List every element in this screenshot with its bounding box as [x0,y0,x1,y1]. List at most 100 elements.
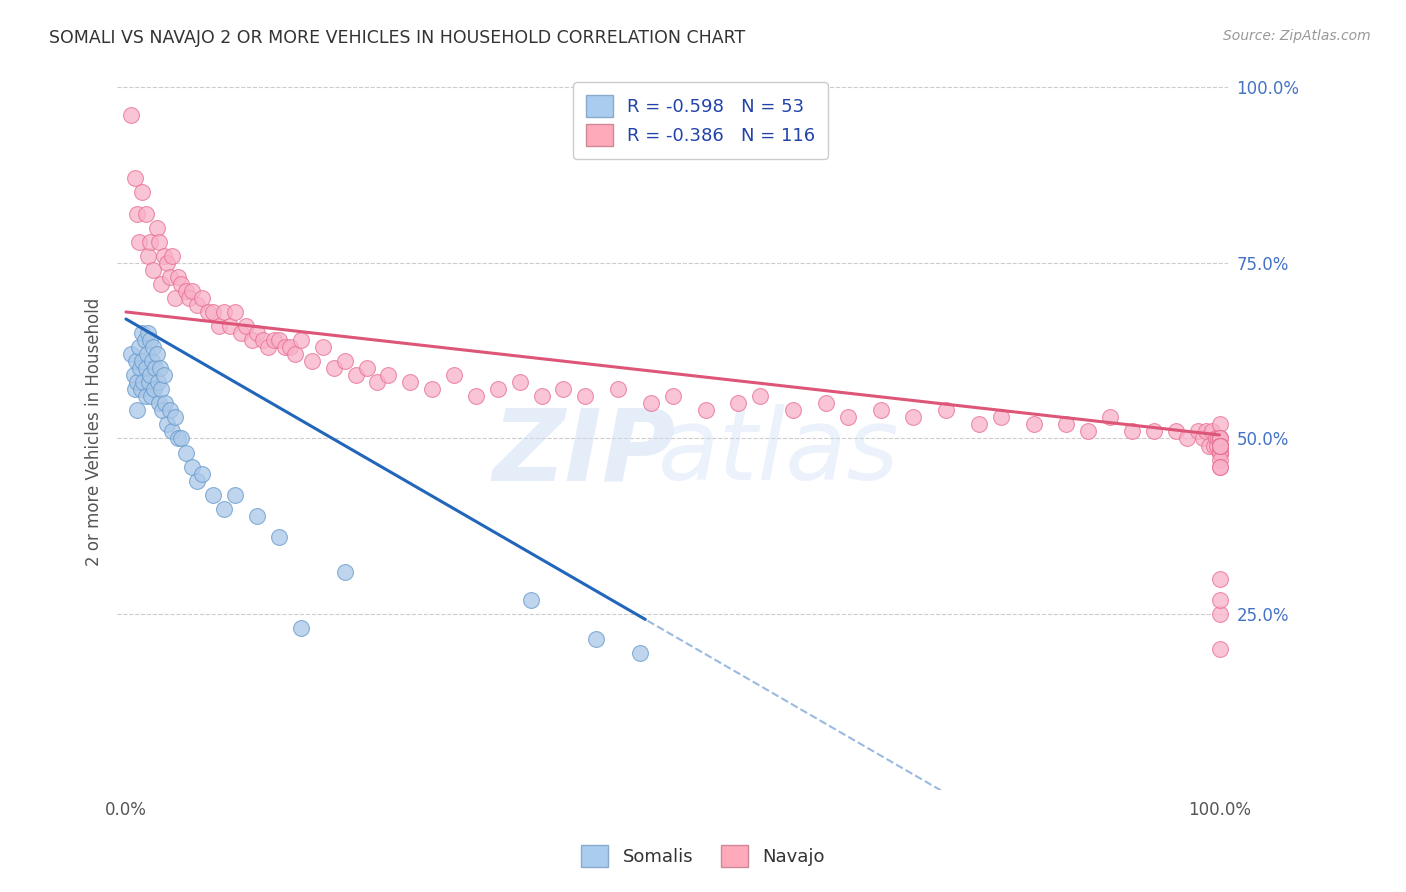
Point [240,333,263,347]
Point [148,235,170,249]
Point [159,403,181,417]
Point [273,340,295,354]
Point [141,354,163,368]
Point [134,333,156,347]
Point [1187,425,1209,439]
Point [145,361,167,376]
Point [124,382,146,396]
Point [139,368,162,383]
Point [149,277,172,291]
Point [782,403,804,417]
Point [628,646,651,660]
Point [1202,438,1225,452]
Point [146,376,169,390]
Point [235,318,257,333]
Point [142,340,165,354]
Point [1195,425,1218,439]
Point [135,206,157,220]
Point [155,396,177,410]
Point [159,269,181,284]
Point [139,333,162,347]
Point [179,291,201,305]
Point [935,403,957,417]
Point [246,326,269,340]
Point [139,235,162,249]
Text: ZIP: ZIP [492,404,675,501]
Point [574,389,596,403]
Point [1208,438,1230,452]
Point [131,186,153,200]
Point [1121,425,1143,439]
Point [202,305,225,319]
Point [135,389,157,403]
Point [191,291,214,305]
Point [224,488,246,502]
Point [128,235,150,249]
Point [661,389,683,403]
Point [129,382,152,396]
Point [1208,438,1230,452]
Point [1208,445,1230,459]
Point [214,501,236,516]
Point [695,403,717,417]
Point [967,417,990,432]
Point [218,318,240,333]
Text: atlas: atlas [658,404,898,501]
Point [131,326,153,340]
Point [174,445,197,459]
Point [1164,425,1187,439]
Point [1192,432,1215,446]
Point [333,354,356,368]
Point [138,376,160,390]
Point [263,333,285,347]
Point [869,403,891,417]
Point [145,220,167,235]
Point [1208,593,1230,607]
Point [186,298,208,312]
Point [1208,432,1230,446]
Point [333,565,356,579]
Point [1206,438,1229,452]
Point [1022,417,1045,432]
Point [903,410,925,425]
Point [1208,438,1230,452]
Point [1208,607,1230,622]
Point [607,382,630,396]
Point [148,396,170,410]
Point [125,206,148,220]
Point [1208,438,1230,452]
Point [191,467,214,481]
Point [136,249,159,263]
Point [1208,432,1230,446]
Point [202,488,225,502]
Point [1077,425,1099,439]
Point [585,632,607,646]
Point [246,508,269,523]
Point [167,269,190,284]
Point [1201,425,1223,439]
Point [145,347,167,361]
Point [174,284,197,298]
Point [301,354,323,368]
Point [278,340,301,354]
Point [135,347,157,361]
Point [749,389,772,403]
Point [128,340,150,354]
Point [167,432,190,446]
Point [1208,445,1230,459]
Point [120,347,142,361]
Point [208,318,231,333]
Point [129,361,152,376]
Point [136,326,159,340]
Point [322,361,344,376]
Point [312,340,335,354]
Point [1208,452,1230,467]
Point [124,171,146,186]
Point [252,333,274,347]
Point [229,326,252,340]
Point [125,354,148,368]
Point [1208,459,1230,474]
Point [165,291,187,305]
Point [837,410,859,425]
Point [180,284,202,298]
